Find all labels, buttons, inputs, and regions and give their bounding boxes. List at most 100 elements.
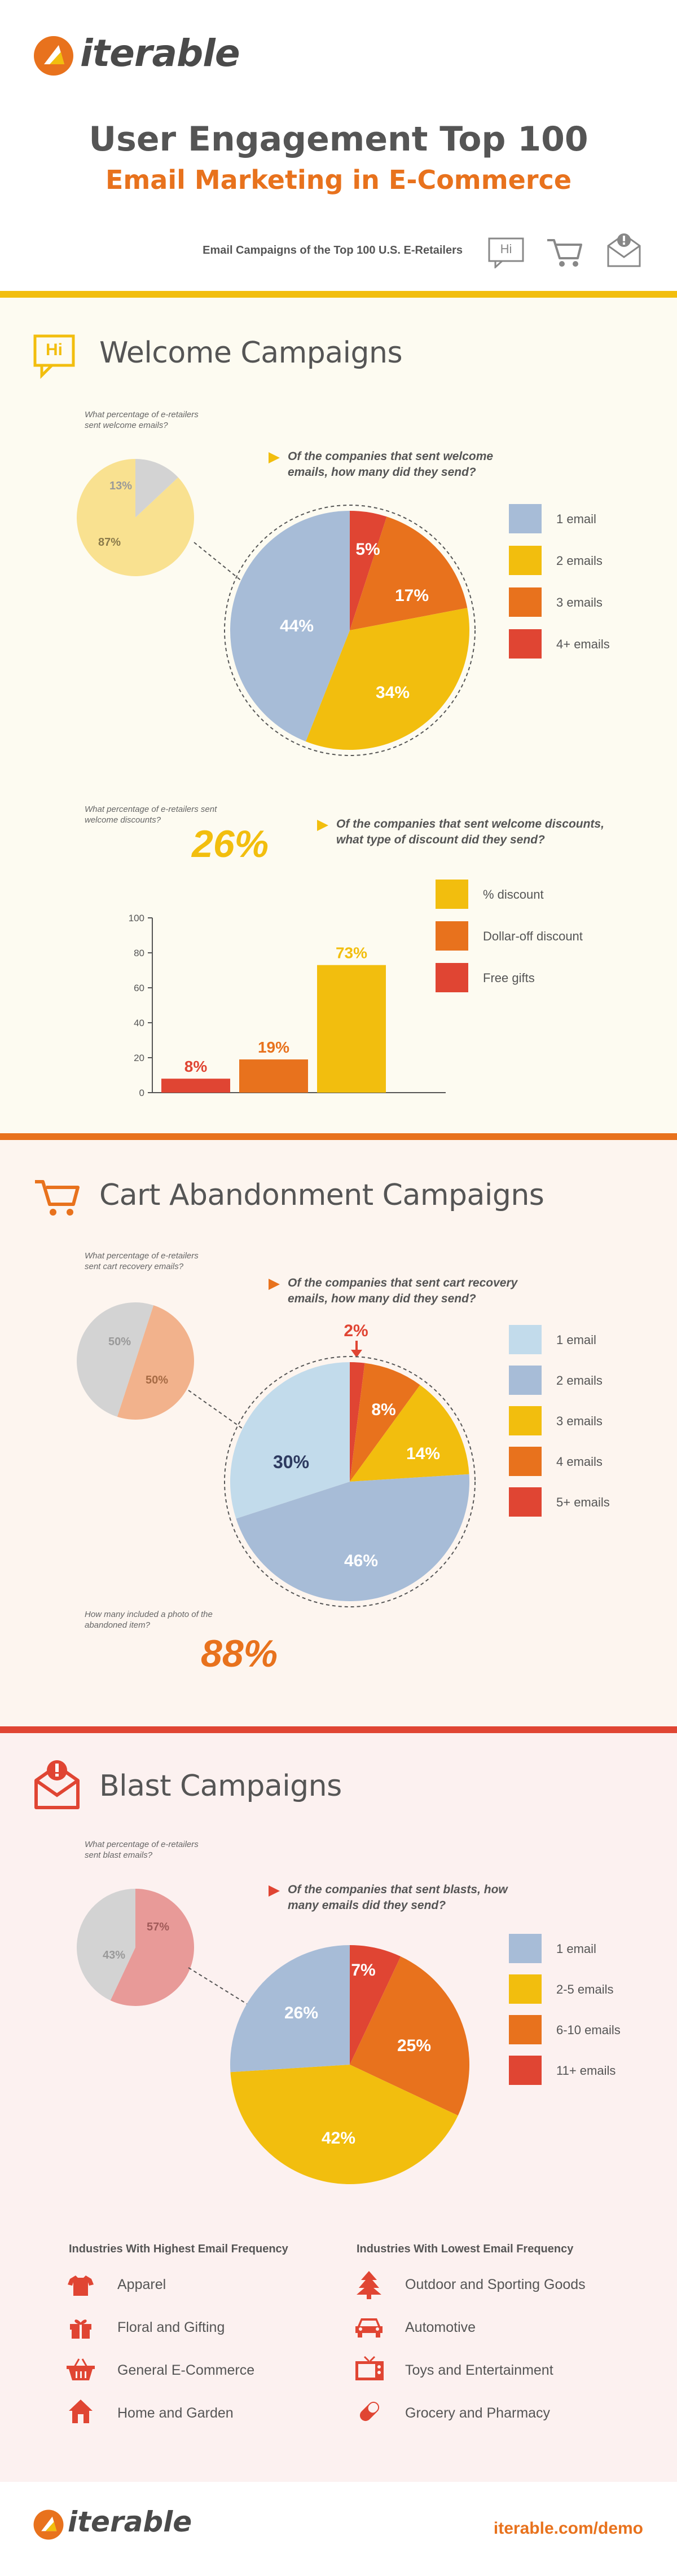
house-icon <box>69 2400 93 2423</box>
bar-legend-swatch-dollar <box>436 921 468 951</box>
welcome-pie-label-3: 17% <box>395 586 429 605</box>
cart-connector-line <box>188 1390 254 1437</box>
blast-pie-label-2-5: 42% <box>322 2129 355 2148</box>
welcome-pie-label-2: 34% <box>376 683 410 702</box>
legend-label-2-emails: 2 emails <box>556 554 603 568</box>
welcome-title: Welcome Campaigns <box>99 336 403 370</box>
cart-pie-label-2: 46% <box>344 1552 378 1570</box>
basket-icon <box>67 2358 95 2380</box>
blast-slice-6-10 <box>350 1956 469 2116</box>
high-item-apparel: Apparel <box>117 2277 166 2292</box>
welcome-count-pie: 5% 17% 34% 44% <box>224 505 476 756</box>
welcome-type-question: Of the companies that sent welcome disco… <box>336 818 604 846</box>
cart-slice-2 <box>236 1474 469 1601</box>
bar-legend-label-pct: % discount <box>483 887 544 902</box>
blast-question-arrow-icon <box>269 1885 280 1897</box>
blast-connector-line <box>188 1967 254 2009</box>
welcome-count-question: Of the companies that sent welcome email… <box>288 450 494 479</box>
header-divider <box>0 291 677 298</box>
legend-swatch-3-emails <box>509 587 542 617</box>
welcome-section: Hi Welcome Campaigns What percentage of … <box>0 298 677 1133</box>
footer-logo[interactable]: iterable <box>33 2506 202 2545</box>
blast-legend-swatch-3 <box>509 2015 542 2044</box>
blast-sent-question: What percentage of e-retailers sent blas… <box>85 1840 199 1860</box>
logo[interactable]: iterable <box>33 32 258 82</box>
cart-sent-no-slice <box>77 1302 154 1417</box>
cart-legend-swatch-2 <box>509 1366 542 1395</box>
blast-legend-swatch-4 <box>509 2056 542 2085</box>
welcome-divider <box>0 1133 677 1140</box>
welcome-sent-question: What percentage of e-retailers sent welc… <box>85 410 199 430</box>
blast-legend-swatch-2 <box>509 1974 542 2004</box>
blast-title: Blast Campaigns <box>99 1769 342 1803</box>
legend-swatch-4plus-emails <box>509 629 542 659</box>
welcome-discount-question: What percentage of e-retailers sent welc… <box>85 805 217 825</box>
welcome-slice-4plus <box>350 511 387 630</box>
cart-pie-label-3: 14% <box>406 1444 440 1463</box>
cart-section: Cart Abandonment Campaigns What percenta… <box>0 1140 677 1726</box>
welcome-bar-chart: 0 20 40 60 80 100 8% 19% 73% <box>129 913 446 1098</box>
cart-title: Cart Abandonment Campaigns <box>99 1178 544 1212</box>
cart-legend-label-4: 4 emails <box>556 1455 603 1469</box>
bar-free-gifts <box>161 1079 230 1093</box>
page-subtitle: Email Marketing in E-Commerce <box>105 165 572 195</box>
logo-text: iterable <box>80 32 240 75</box>
blast-slice-1 <box>230 1945 350 2073</box>
cart-photo-pct: 88% <box>201 1632 278 1675</box>
cart-callout-label: 2% <box>344 1322 368 1340</box>
y-tick-label: 0 <box>139 1088 144 1098</box>
welcome-slice-1 <box>230 511 350 742</box>
blast-legend-label-3: 6-10 emails <box>556 2023 621 2037</box>
cart-legend-label-2: 2 emails <box>556 1373 603 1388</box>
low-item-outdoor: Outdoor and Sporting Goods <box>405 2277 586 2292</box>
cart-section-icon <box>35 1180 80 1216</box>
tagline: Email Campaigns of the Top 100 U.S. E-Re… <box>203 244 463 257</box>
welcome-pie-label-1: 44% <box>280 617 314 635</box>
y-tick-label: 60 <box>134 983 144 993</box>
footer-url-link[interactable]: iterable.com/demo <box>493 2519 643 2538</box>
tree-icon <box>357 2271 381 2299</box>
welcome-sent-no-label: 13% <box>109 480 132 492</box>
blast-pie-label-6-10: 25% <box>397 2036 431 2055</box>
blast-pie-label-1: 26% <box>284 2004 318 2022</box>
blast-slice-2-5 <box>230 2065 458 2184</box>
cart-legend-label-1: 1 email <box>556 1333 596 1347</box>
blast-count-pie: 7% 25% 42% 26% <box>230 1945 469 2184</box>
high-frequency-heading: Industries With Highest Email Frequency <box>69 2243 288 2255</box>
bar-dollar-off-label: 19% <box>258 1039 289 1056</box>
bar-pct-discount <box>317 965 386 1093</box>
welcome-pie-label-4plus: 5% <box>355 540 380 559</box>
blast-pie-label-11plus: 7% <box>351 1961 375 1980</box>
cart-pie-label-4: 8% <box>371 1400 395 1419</box>
cart-sent-yes-label: 50% <box>146 1374 168 1386</box>
legend-swatch-2-emails <box>509 546 542 575</box>
low-item-toys: Toys and Entertainment <box>405 2362 553 2378</box>
hi-speech-icon: Hi <box>487 237 525 269</box>
cart-slice-5plus <box>350 1362 365 1482</box>
blast-section-icon <box>34 1760 80 1809</box>
cart-slice-4 <box>350 1363 420 1482</box>
hi-speech-text: Hi <box>500 242 512 256</box>
blast-sent-no-slice <box>76 1889 135 2001</box>
cart-pie-label-1: 30% <box>273 1452 309 1472</box>
y-tick-label: 80 <box>134 948 144 958</box>
pill-icon <box>359 2401 380 2422</box>
high-item-general: General E-Commerce <box>117 2362 255 2378</box>
cart-icon <box>547 239 582 267</box>
blast-legend-label-1: 1 email <box>556 1942 596 1956</box>
welcome-type-arrow-icon <box>317 820 328 831</box>
low-item-grocery: Grocery and Pharmacy <box>405 2405 551 2421</box>
cart-divider <box>0 1726 677 1733</box>
blast-legend-label-2: 2-5 emails <box>556 1982 614 1996</box>
welcome-sent-yes-slice <box>77 459 194 576</box>
blast-sent-yes-slice <box>110 1889 194 2006</box>
blast-sent-no-label: 43% <box>103 1949 125 1961</box>
y-tick-label: 20 <box>134 1053 144 1063</box>
cart-legend-swatch-5 <box>509 1487 542 1517</box>
cart-sent-no-label: 50% <box>108 1336 131 1348</box>
cart-slice-3 <box>350 1385 469 1482</box>
tv-icon <box>355 2356 384 2380</box>
bar-legend-label-gifts: Free gifts <box>483 971 535 985</box>
welcome-hi-icon: Hi <box>33 334 78 379</box>
page-title: User Engagement Top 100 <box>89 120 588 159</box>
